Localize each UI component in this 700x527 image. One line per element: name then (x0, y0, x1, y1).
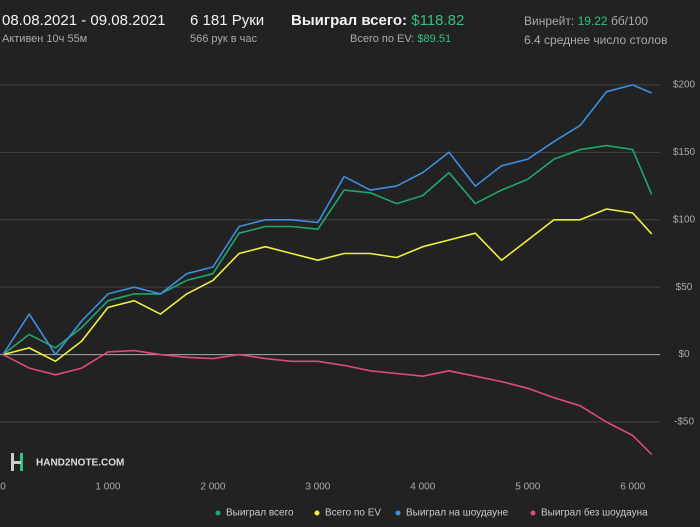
x-tick-label: 6 000 (620, 482, 645, 493)
legend-label: Всего по EV (325, 508, 381, 519)
legend-label: Выиграл всего (226, 508, 294, 519)
legend-marker (215, 510, 221, 516)
series-line (2, 84, 653, 356)
legend-item: Выиграл всего (215, 508, 294, 519)
legend-marker (530, 510, 536, 516)
legend-label: Выиграл на шоудауне (406, 508, 509, 519)
logo-text: HAND2NOTE.COM (36, 458, 124, 469)
logo-icon (11, 453, 14, 471)
winrate-unit: бб/100 (610, 14, 649, 28)
won-value: $118.82 (411, 12, 465, 29)
date-range: 08.08.2021 - 09.08.2021 (2, 12, 166, 29)
active-time: Активен 10ч 55м (2, 33, 88, 45)
hands-per-hour: 566 рук в час (190, 33, 258, 45)
tables: 6.4 среднее число столов (524, 33, 668, 47)
x-tick-label: 4 000 (410, 482, 435, 493)
y-tick-label: $150 (673, 147, 696, 158)
ev-total: Всего по EV: $89.51 (350, 33, 451, 45)
y-tick-label: -$50 (674, 417, 694, 428)
y-tick-label: $0 (678, 349, 690, 360)
winrate-label: Винрейт: (524, 14, 575, 28)
x-tick-label: 1 000 (95, 482, 120, 493)
ev-value: $89.51 (417, 33, 452, 45)
won-label: Выиграл всего: (291, 12, 408, 29)
legend-marker (314, 510, 320, 516)
x-tick-label: 5 000 (515, 482, 540, 493)
legend-item: Выиграл на шоудауне (395, 508, 509, 519)
legend-item: Всего по EV (314, 508, 381, 519)
logo-icon (20, 453, 23, 471)
legend-marker (395, 510, 401, 516)
series-line (2, 349, 653, 455)
won-total: Выиграл всего: $118.82 (291, 12, 464, 29)
series-line (2, 144, 653, 356)
legend-item: Выиграл без шоудауна (530, 507, 648, 519)
y-tick-label: $50 (676, 282, 693, 293)
series-line (2, 208, 653, 363)
logo-icon (13, 461, 21, 464)
y-tick-label: $200 (673, 80, 696, 91)
hands: 6 181 Руки (190, 12, 265, 29)
x-tick-label: 0 (0, 482, 6, 493)
ev-label: Всего по EV: (350, 33, 415, 45)
x-tick-label: 3 000 (305, 482, 330, 493)
y-tick-label: $100 (673, 214, 696, 225)
winrate-value: 19.22 (577, 14, 608, 28)
legend-label: Выиграл без шоудауна (541, 507, 648, 519)
winrate: Винрейт: 19.22 бб/100 (524, 14, 648, 28)
logo: HAND2NOTE.COM (11, 453, 124, 471)
x-tick-label: 2 000 (200, 482, 225, 493)
